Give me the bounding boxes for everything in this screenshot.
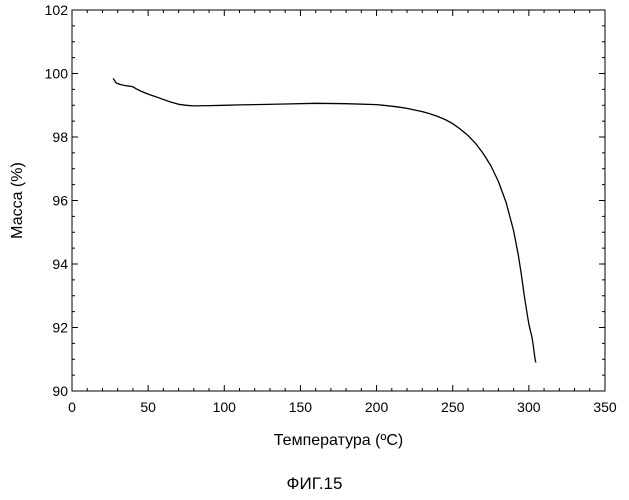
y-tick-label: 98: [52, 129, 68, 145]
x-tick-label: 300: [517, 399, 541, 415]
y-tick-label: 92: [52, 320, 68, 336]
series-layer: [113, 78, 536, 362]
x-tick-label: 250: [441, 399, 465, 415]
x-tick-label: 100: [213, 399, 237, 415]
x-tick-label: 50: [140, 399, 156, 415]
x-tick-label: 0: [68, 399, 76, 415]
x-axis-title: Температура (ºC): [274, 432, 403, 449]
plot-frame: [72, 10, 605, 391]
figure-caption: ФИГ.15: [0, 474, 629, 494]
y-tick-label: 90: [52, 383, 68, 399]
y-axis: 90 92 94 96 98 100 102: [45, 2, 605, 399]
y-tick-label: 102: [45, 2, 69, 18]
x-tick-label: 150: [289, 399, 313, 415]
x-tick-label: 350: [593, 399, 617, 415]
x-tick-label: 200: [365, 399, 389, 415]
series-line-0: [113, 78, 536, 362]
y-tick-label: 96: [52, 193, 68, 209]
y-tick-label: 100: [45, 66, 69, 82]
y-tick-label: 94: [52, 256, 68, 272]
y-axis-title: Масса (%): [9, 162, 26, 239]
